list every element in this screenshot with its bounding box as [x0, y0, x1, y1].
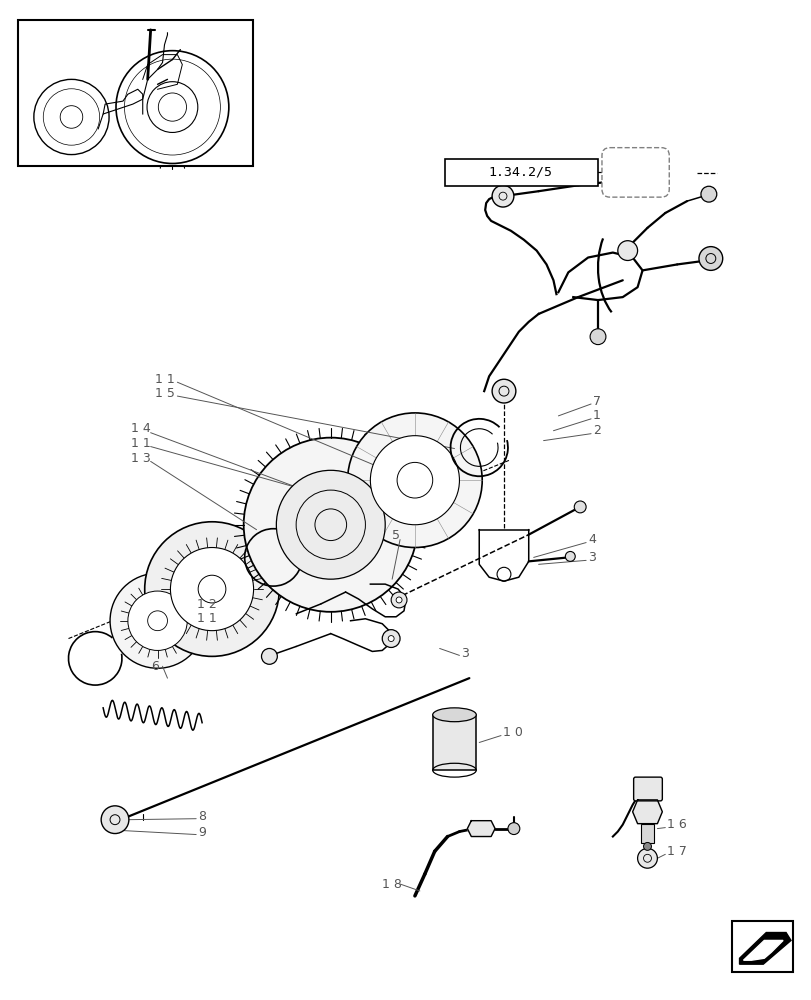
Circle shape	[491, 185, 513, 207]
Polygon shape	[739, 933, 790, 964]
Circle shape	[144, 522, 279, 656]
FancyBboxPatch shape	[633, 777, 662, 801]
Text: 1 1: 1 1	[154, 373, 174, 386]
Bar	[18, 20, 252, 166]
Text: 1 5: 1 5	[154, 387, 174, 400]
Text: 5: 5	[392, 529, 400, 542]
Circle shape	[607, 169, 627, 189]
Text: 1 2: 1 2	[197, 598, 217, 611]
Text: 2: 2	[592, 424, 600, 437]
Text: 1: 1	[592, 409, 600, 422]
Circle shape	[700, 186, 716, 202]
Circle shape	[590, 329, 605, 345]
Bar	[731, 921, 792, 972]
Text: 1 0: 1 0	[502, 726, 522, 739]
Bar	[432, 715, 476, 770]
Circle shape	[243, 438, 418, 612]
Text: 1 1: 1 1	[197, 612, 217, 625]
Bar	[640, 824, 654, 843]
Circle shape	[698, 247, 722, 270]
Text: 9: 9	[198, 826, 206, 839]
Circle shape	[508, 823, 519, 835]
Text: 3: 3	[461, 647, 469, 660]
Circle shape	[110, 573, 205, 668]
Circle shape	[637, 848, 657, 868]
Circle shape	[396, 597, 401, 603]
Circle shape	[370, 436, 459, 525]
Polygon shape	[743, 940, 782, 960]
Text: 1 8: 1 8	[382, 878, 401, 891]
Circle shape	[101, 806, 129, 834]
Circle shape	[261, 648, 277, 664]
Circle shape	[388, 636, 393, 642]
Circle shape	[382, 630, 400, 647]
Circle shape	[347, 413, 482, 548]
Circle shape	[170, 548, 253, 631]
Circle shape	[276, 470, 384, 579]
Text: 1 4: 1 4	[131, 422, 150, 435]
Circle shape	[643, 842, 650, 850]
Circle shape	[573, 501, 586, 513]
FancyBboxPatch shape	[601, 148, 668, 197]
Text: 3: 3	[587, 551, 595, 564]
Bar	[444, 159, 597, 186]
Text: 1 7: 1 7	[667, 845, 686, 858]
Text: 4: 4	[587, 533, 595, 546]
Circle shape	[491, 379, 515, 403]
Polygon shape	[467, 821, 495, 837]
Text: 1.34.2/5: 1.34.2/5	[488, 166, 552, 179]
Circle shape	[617, 241, 637, 260]
Circle shape	[127, 591, 187, 650]
Circle shape	[564, 551, 574, 561]
Text: 6: 6	[151, 660, 158, 673]
Text: 1 3: 1 3	[131, 452, 150, 465]
Text: 1 1: 1 1	[131, 437, 150, 450]
Ellipse shape	[432, 708, 476, 722]
Circle shape	[391, 592, 406, 608]
Polygon shape	[632, 800, 662, 824]
Text: 1 6: 1 6	[667, 818, 686, 831]
Text: 8: 8	[198, 810, 206, 823]
Text: 7: 7	[592, 395, 600, 408]
